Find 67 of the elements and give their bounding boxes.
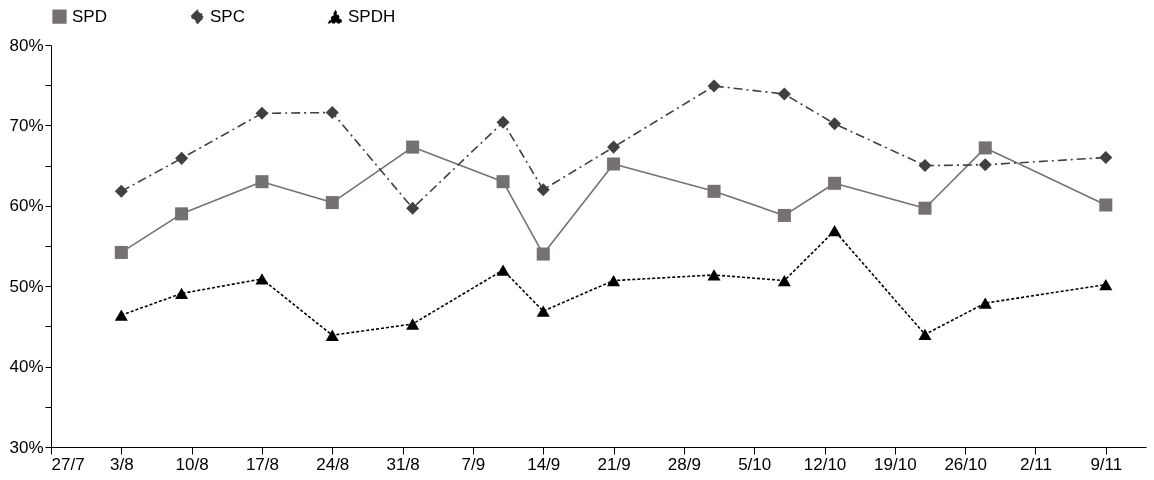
point	[707, 184, 721, 198]
y-tick-label: 60%	[9, 196, 44, 216]
x-tick-label: 10/8	[175, 454, 209, 474]
point	[777, 274, 791, 287]
x-tick-label: 12/10	[803, 454, 847, 474]
legend-label: SPD	[72, 6, 107, 26]
point	[496, 264, 510, 276]
y-tick-label: 30%	[9, 437, 44, 457]
point	[255, 175, 269, 189]
point	[978, 158, 992, 172]
point	[325, 196, 339, 210]
point	[828, 176, 842, 190]
x-tick-label: 28/9	[667, 454, 701, 474]
x-tick-label: 9/11	[1090, 454, 1123, 474]
point	[175, 207, 189, 221]
point	[978, 141, 992, 155]
x-tick-label: 31/8	[386, 454, 420, 474]
point	[406, 201, 420, 215]
x-tick-label: 14/9	[527, 454, 561, 474]
point	[175, 287, 189, 300]
x-tick-label: 21/9	[597, 454, 631, 474]
x-tick-label: 24/8	[316, 454, 350, 474]
point	[406, 318, 420, 330]
y-tick-label: 40%	[9, 357, 44, 377]
point	[828, 117, 842, 131]
point	[496, 115, 510, 129]
point	[707, 79, 721, 93]
point	[1099, 198, 1113, 212]
point	[325, 329, 339, 341]
point	[777, 87, 791, 101]
x-tick-label: 5/10	[738, 454, 772, 474]
point	[496, 175, 510, 189]
x-tick-label: 26/10	[944, 454, 987, 474]
legend-label: SPDH	[348, 7, 396, 27]
point	[707, 269, 721, 281]
point	[918, 328, 932, 341]
x-tick-label: 19/10	[874, 454, 917, 474]
y-tick-label: 80%	[9, 35, 44, 55]
point	[918, 159, 932, 173]
x-tick-label: 2/11	[1020, 454, 1052, 474]
point	[536, 183, 550, 197]
point	[114, 309, 128, 321]
point	[828, 225, 842, 237]
point	[114, 184, 128, 198]
point	[607, 274, 621, 287]
y-tick-label: 70%	[9, 115, 44, 135]
point	[607, 157, 621, 171]
point	[255, 273, 269, 285]
point	[406, 140, 420, 154]
point	[255, 106, 269, 120]
point	[1099, 151, 1113, 165]
point	[536, 247, 550, 261]
point	[325, 106, 339, 120]
point	[1099, 278, 1113, 291]
point	[918, 201, 932, 215]
legend-label: SPC	[210, 6, 245, 26]
y-tick-label: 50%	[9, 276, 44, 296]
point	[536, 305, 550, 317]
point	[175, 151, 189, 165]
x-tick-label: 7/9	[461, 454, 486, 474]
point	[978, 297, 992, 309]
point	[114, 245, 128, 259]
point	[777, 208, 791, 222]
x-tick-label: 17/8	[245, 454, 280, 474]
point	[607, 140, 621, 154]
x-tick-label: 3/8	[110, 454, 134, 474]
x-tick-label: 27/7	[51, 454, 85, 474]
